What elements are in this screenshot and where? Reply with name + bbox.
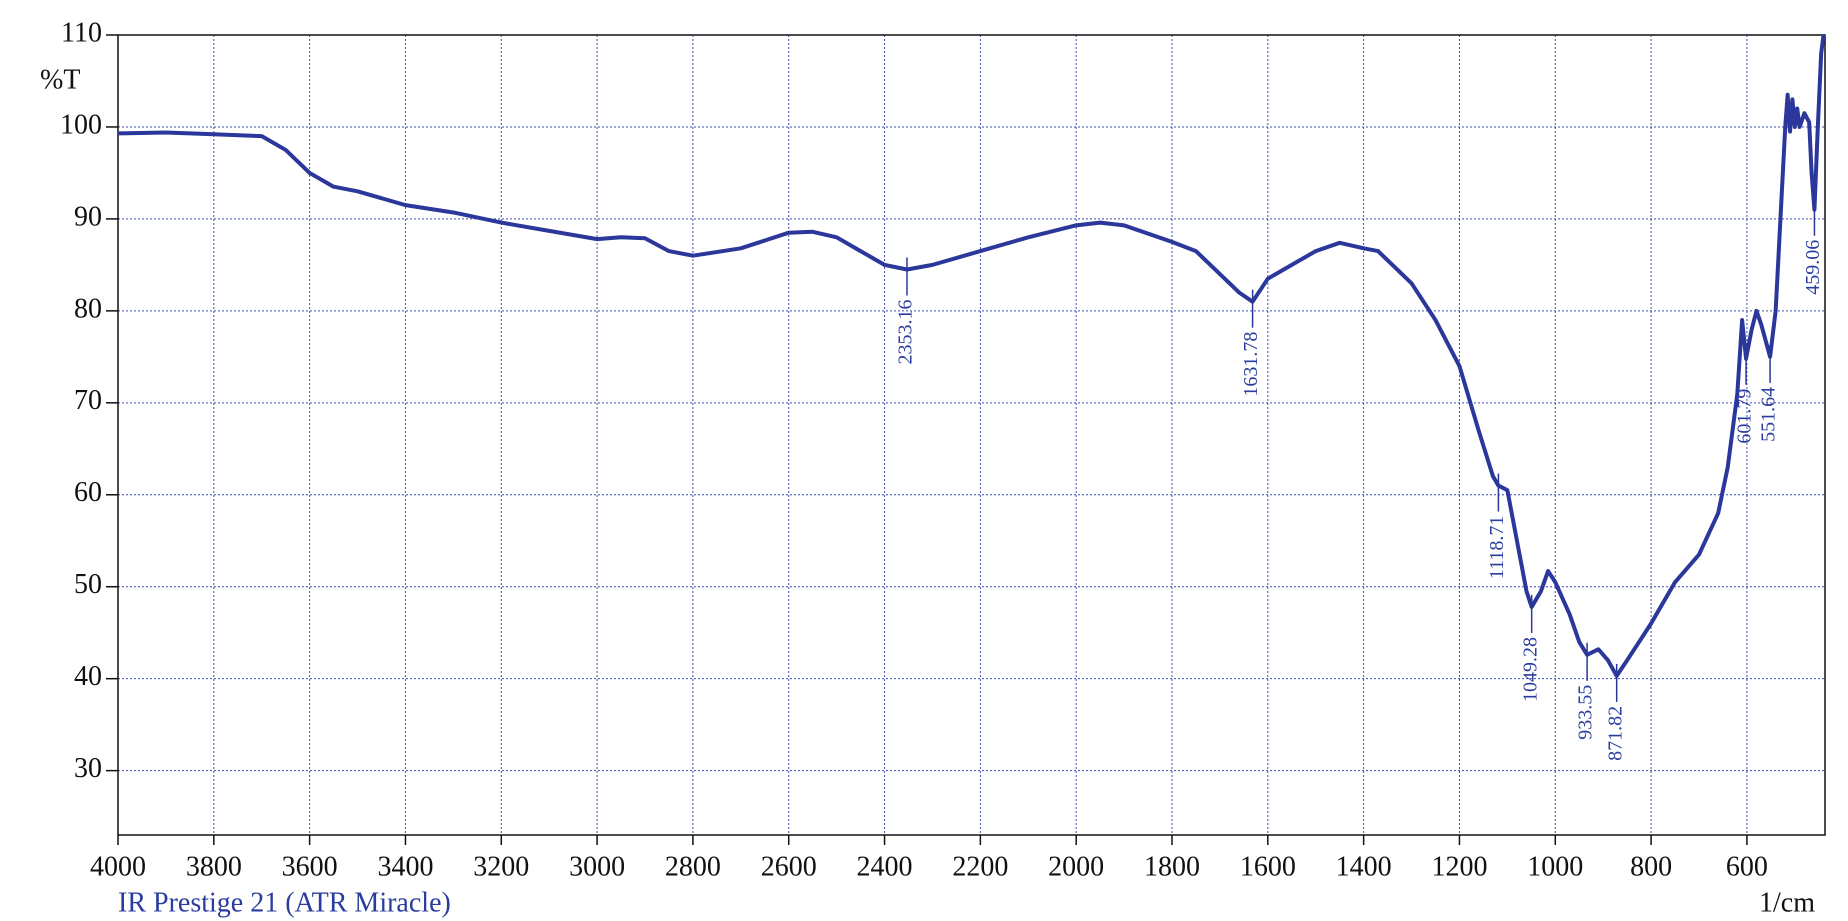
peak-label: 459.06 xyxy=(1802,240,1824,295)
x-tick-label: 4000 xyxy=(90,851,146,882)
y-tick-label: 100 xyxy=(60,109,102,140)
x-tick-label: 600 xyxy=(1726,851,1768,882)
y-tick-label: 30 xyxy=(74,753,102,784)
peak-label: 2353.16 xyxy=(895,299,917,364)
y-tick-label: 110 xyxy=(61,17,102,48)
x-tick-label: 2200 xyxy=(952,851,1008,882)
x-tick-label: 1200 xyxy=(1431,851,1487,882)
x-tick-label: 800 xyxy=(1630,851,1672,882)
peak-label: 1118.71 xyxy=(1486,516,1508,580)
y-tick-label: 90 xyxy=(74,201,102,232)
x-tick-label: 3800 xyxy=(186,851,242,882)
x-tick-label: 2000 xyxy=(1048,851,1104,882)
x-axis-label: 1/cm xyxy=(1759,887,1815,918)
x-tick-label: 3200 xyxy=(473,851,529,882)
peak-label: 933.55 xyxy=(1575,685,1597,740)
x-tick-label: 2400 xyxy=(857,851,913,882)
peak-label: 1049.28 xyxy=(1519,637,1541,702)
peak-label: 601.79 xyxy=(1734,389,1756,444)
x-tick-label: 2800 xyxy=(665,851,721,882)
x-tick-label: 1600 xyxy=(1240,851,1296,882)
spectrum-line xyxy=(118,34,1825,678)
x-tick-label: 3400 xyxy=(377,851,433,882)
y-tick-label: 60 xyxy=(74,477,102,508)
x-tick-label: 2600 xyxy=(761,851,817,882)
peak-label: 871.82 xyxy=(1604,706,1626,761)
x-tick-label: 1400 xyxy=(1336,851,1392,882)
x-tick-label: 1000 xyxy=(1527,851,1583,882)
plot-frame xyxy=(117,34,1826,836)
peak-label: 551.64 xyxy=(1758,387,1780,442)
y-axis-label: %T xyxy=(40,64,80,95)
x-tick-label: 3600 xyxy=(282,851,338,882)
instrument-label: IR Prestige 21 (ATR Miracle) xyxy=(118,887,451,918)
x-tick-label: 1800 xyxy=(1144,851,1200,882)
x-tick-label: 3000 xyxy=(569,851,625,882)
peak-label: 1631.78 xyxy=(1240,332,1262,397)
y-tick-label: 40 xyxy=(74,661,102,692)
y-tick-label: 50 xyxy=(74,569,102,600)
y-tick-label: 80 xyxy=(74,293,102,324)
y-tick-label: 70 xyxy=(74,385,102,416)
